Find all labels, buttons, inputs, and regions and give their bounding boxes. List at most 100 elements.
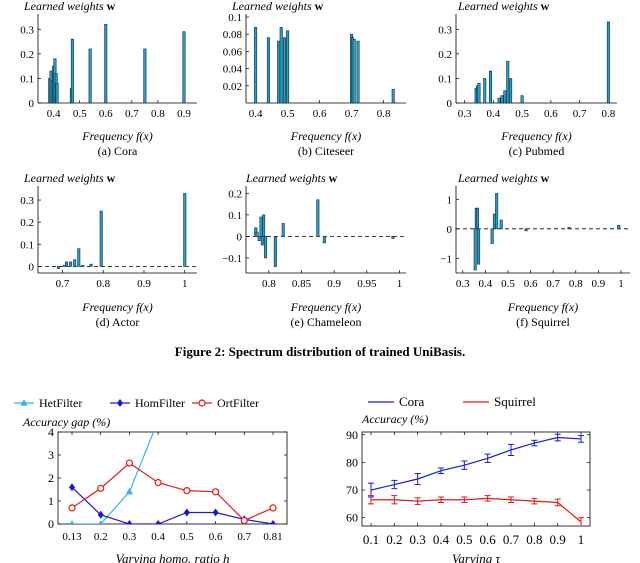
bar xyxy=(279,27,283,104)
y-tick-label: 0.1 xyxy=(438,73,452,85)
series-line-homfilter xyxy=(71,486,274,524)
data-point xyxy=(183,508,190,517)
x-tick-label: 0.3 xyxy=(123,531,137,543)
axis-title-text: Learned weights xyxy=(23,0,107,13)
bar xyxy=(509,78,513,104)
bar xyxy=(617,224,621,230)
y-tick-label: 0.1 xyxy=(228,12,242,24)
figure-caption: Figure 2: Spectrum distribution of train… xyxy=(175,344,465,359)
x-tick-label: 1 xyxy=(578,532,585,547)
bar xyxy=(475,207,479,230)
data-point xyxy=(198,399,206,407)
x-tick-label: 0.3 xyxy=(456,278,470,290)
bar xyxy=(524,228,528,232)
series-line-ortfilter xyxy=(71,462,274,522)
panel-caption: (a) Cora xyxy=(98,144,138,158)
data-point xyxy=(69,520,75,524)
axis-title-symbol: w xyxy=(107,0,116,13)
bar xyxy=(81,264,85,267)
x-tick-label: 0.7 xyxy=(573,108,587,120)
bar xyxy=(255,231,259,237)
x-tick-label: 0.4 xyxy=(479,278,493,290)
x-tick-label: 0.4 xyxy=(151,531,165,543)
y-tick-label: 0.3 xyxy=(438,24,452,36)
axis-title-text: Learned weights xyxy=(23,171,107,185)
bar xyxy=(77,248,81,267)
y-tick-label: 0.3 xyxy=(20,195,34,207)
x-tick-label: 1 xyxy=(182,278,188,290)
y-tick-label: 0 xyxy=(237,231,243,243)
bar xyxy=(500,95,504,104)
x-tick-label: 0.13 xyxy=(62,531,82,543)
y-tick-label: 60 xyxy=(346,511,358,525)
bar xyxy=(264,236,268,259)
x-axis-label: Frequency f(x) xyxy=(81,129,153,143)
data-point xyxy=(126,520,133,524)
x-axis-label: Varying homo. ratio h xyxy=(115,551,229,563)
axis-title: Learned weights w xyxy=(23,171,116,185)
axis-title: Learned weights w xyxy=(23,0,116,13)
bar xyxy=(266,37,270,104)
axis-title-symbol: w xyxy=(329,171,338,185)
x-tick-label: 0.4 xyxy=(433,532,450,547)
axis-title-symbol: w xyxy=(107,171,116,185)
panel-e: Learned weights w −0.1 0 0.1 0.2 0.8 0.85 0.9 0.… xyxy=(222,171,406,329)
bar xyxy=(70,38,74,104)
y-tick-label: 0.2 xyxy=(228,188,242,200)
axis-title: Learned weights w xyxy=(231,0,324,13)
y-tick-label: 0.04 xyxy=(223,64,243,76)
bar xyxy=(69,261,73,267)
data-point xyxy=(97,484,105,492)
x-tick-label: 0.6 xyxy=(209,531,223,543)
x-tick-label: 0.6 xyxy=(524,278,538,290)
data-point xyxy=(98,520,103,524)
x-tick-label: 0.7 xyxy=(503,532,520,547)
x-tick-label: 0.1 xyxy=(363,532,379,547)
x-tick-label: 0.4 xyxy=(487,108,501,120)
x-axis-label: Varying τ xyxy=(452,551,502,563)
bar xyxy=(506,60,510,104)
bar xyxy=(183,193,187,267)
bar xyxy=(99,210,103,267)
panel-c: Learned weights w 0 0.1 0.2 0.3 0.3 0.4 0.5 0.6 0… xyxy=(438,0,617,158)
data-point xyxy=(211,488,220,496)
x-tick-label: 0.7 xyxy=(345,108,359,120)
bar xyxy=(352,39,356,104)
bar xyxy=(257,236,261,241)
x-tick-label: 0.7 xyxy=(546,278,560,290)
y-tick-label: 0 xyxy=(29,98,35,110)
bar xyxy=(567,227,571,230)
y-tick-label: 70 xyxy=(346,483,358,497)
panel-caption: (e) Chameleon xyxy=(291,315,362,329)
series-line-hetfilter xyxy=(72,432,155,524)
x-tick-label: 0.6 xyxy=(99,108,113,120)
bar xyxy=(606,21,610,104)
y-tick-label: 2 xyxy=(48,471,54,485)
x-axis-label: Frequency f(x) xyxy=(290,300,362,314)
y-tick-label: 0.02 xyxy=(223,81,242,93)
data-point xyxy=(69,483,75,492)
bar xyxy=(88,48,92,104)
legend-label-ortfilter: OrtFilter xyxy=(217,396,259,410)
bar xyxy=(73,259,77,267)
bar xyxy=(273,236,277,267)
y-tick-label: 0 xyxy=(48,517,54,531)
bar xyxy=(391,236,395,239)
y-tick-label: 0.1 xyxy=(20,239,34,251)
panel-d: Learned weights w 0 0.1 0.2 0.3 0.7 0.8 0.9 1 Fre… xyxy=(20,171,197,329)
panel-caption: (f) Squirrel xyxy=(516,315,570,329)
y-axis-label: Accuracy gap (%) xyxy=(22,415,110,429)
bar xyxy=(356,40,360,104)
bar xyxy=(495,193,499,230)
x-tick-label: 0.81 xyxy=(263,531,282,543)
x-tick-label: 0.3 xyxy=(458,108,472,120)
y-tick-label: 0.1 xyxy=(20,73,34,85)
x-tick-label: 0.9 xyxy=(177,108,191,120)
x-tick-label: 1 xyxy=(397,278,403,290)
axis-title-symbol: w xyxy=(541,171,550,185)
x-tick-label: 0.8 xyxy=(377,108,391,120)
bar xyxy=(89,263,93,267)
legend-label-homfilter: HomFilter xyxy=(135,396,185,410)
y-tick-label: 0.2 xyxy=(20,49,34,61)
x-tick-label: 0.2 xyxy=(386,532,402,547)
